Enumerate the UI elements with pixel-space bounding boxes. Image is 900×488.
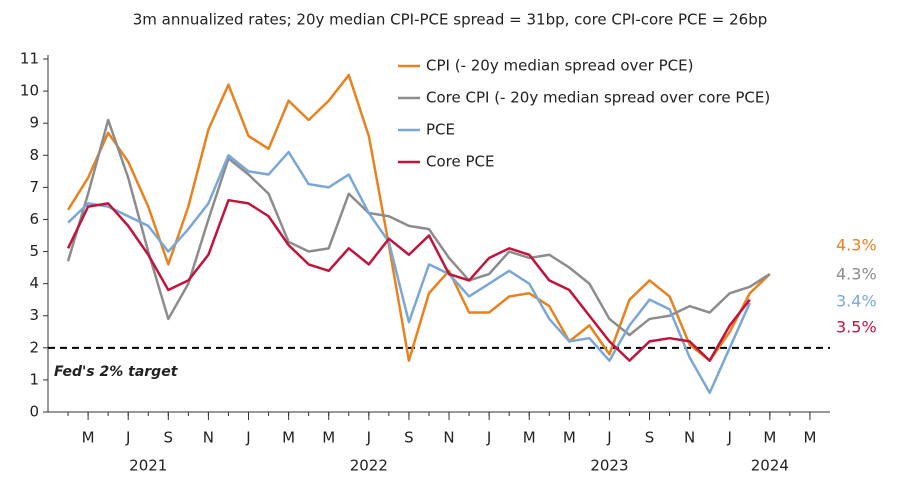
chart-title: 3m annualized rates; 20y median CPI-PCE … xyxy=(133,11,768,29)
x-tick-label: J xyxy=(727,429,732,447)
series-line xyxy=(67,150,751,394)
x-tick-label: M xyxy=(523,429,536,447)
year-label: 2021 xyxy=(129,457,167,475)
y-tick-label: 0 xyxy=(29,403,39,421)
x-tick-label: J xyxy=(125,429,130,447)
x-tick-label: J xyxy=(486,429,491,447)
x-tick-label: S xyxy=(645,429,655,447)
x-tick-label: M xyxy=(803,429,816,447)
y-tick-label: 6 xyxy=(29,210,39,228)
x-tick-label: N xyxy=(443,429,454,447)
x-tick-label: S xyxy=(164,429,174,447)
y-tick-label: 4 xyxy=(29,274,39,292)
series-line xyxy=(66,118,771,337)
y-tick-label: 2 xyxy=(29,338,39,356)
year-label: 2023 xyxy=(590,457,628,475)
end-value-label: 4.3% xyxy=(836,236,877,255)
x-tick-label: M xyxy=(763,429,776,447)
end-value-label: 3.5% xyxy=(836,318,877,337)
y-tick-label: 7 xyxy=(29,178,39,196)
x-tick-label: N xyxy=(203,429,214,447)
x-tick-label: J xyxy=(245,429,250,447)
x-tick-label: S xyxy=(404,429,414,447)
series-line xyxy=(66,73,771,362)
x-tick-label: M xyxy=(563,429,576,447)
y-tick-label: 5 xyxy=(29,242,39,260)
x-tick-label: J xyxy=(606,429,611,447)
x-tick-label: N xyxy=(684,429,695,447)
y-tick-label: 11 xyxy=(20,50,39,68)
y-tick-label: 8 xyxy=(29,146,39,164)
y-tick-label: 3 xyxy=(29,306,39,324)
x-tick-label: M xyxy=(282,429,295,447)
legend-label: CPI (- 20y median spread over PCE) xyxy=(426,57,693,75)
x-tick-label: M xyxy=(82,429,95,447)
legend-label: PCE xyxy=(426,121,455,139)
end-value-label: 4.3% xyxy=(836,265,877,284)
year-label: 2022 xyxy=(350,457,388,475)
y-tick-label: 10 xyxy=(20,82,39,100)
y-tick-label: 9 xyxy=(29,114,39,132)
year-label: 2024 xyxy=(751,457,789,475)
x-tick-label: M xyxy=(322,429,335,447)
y-tick-label: 1 xyxy=(29,370,39,388)
series-line xyxy=(66,198,751,362)
end-value-label: 3.4% xyxy=(836,292,877,311)
legend-label: Core PCE xyxy=(426,153,494,171)
reference-label: Fed's 2% target xyxy=(54,364,179,380)
legend-label: Core CPI (- 20y median spread over core … xyxy=(426,89,770,107)
x-tick-label: J xyxy=(366,429,371,447)
